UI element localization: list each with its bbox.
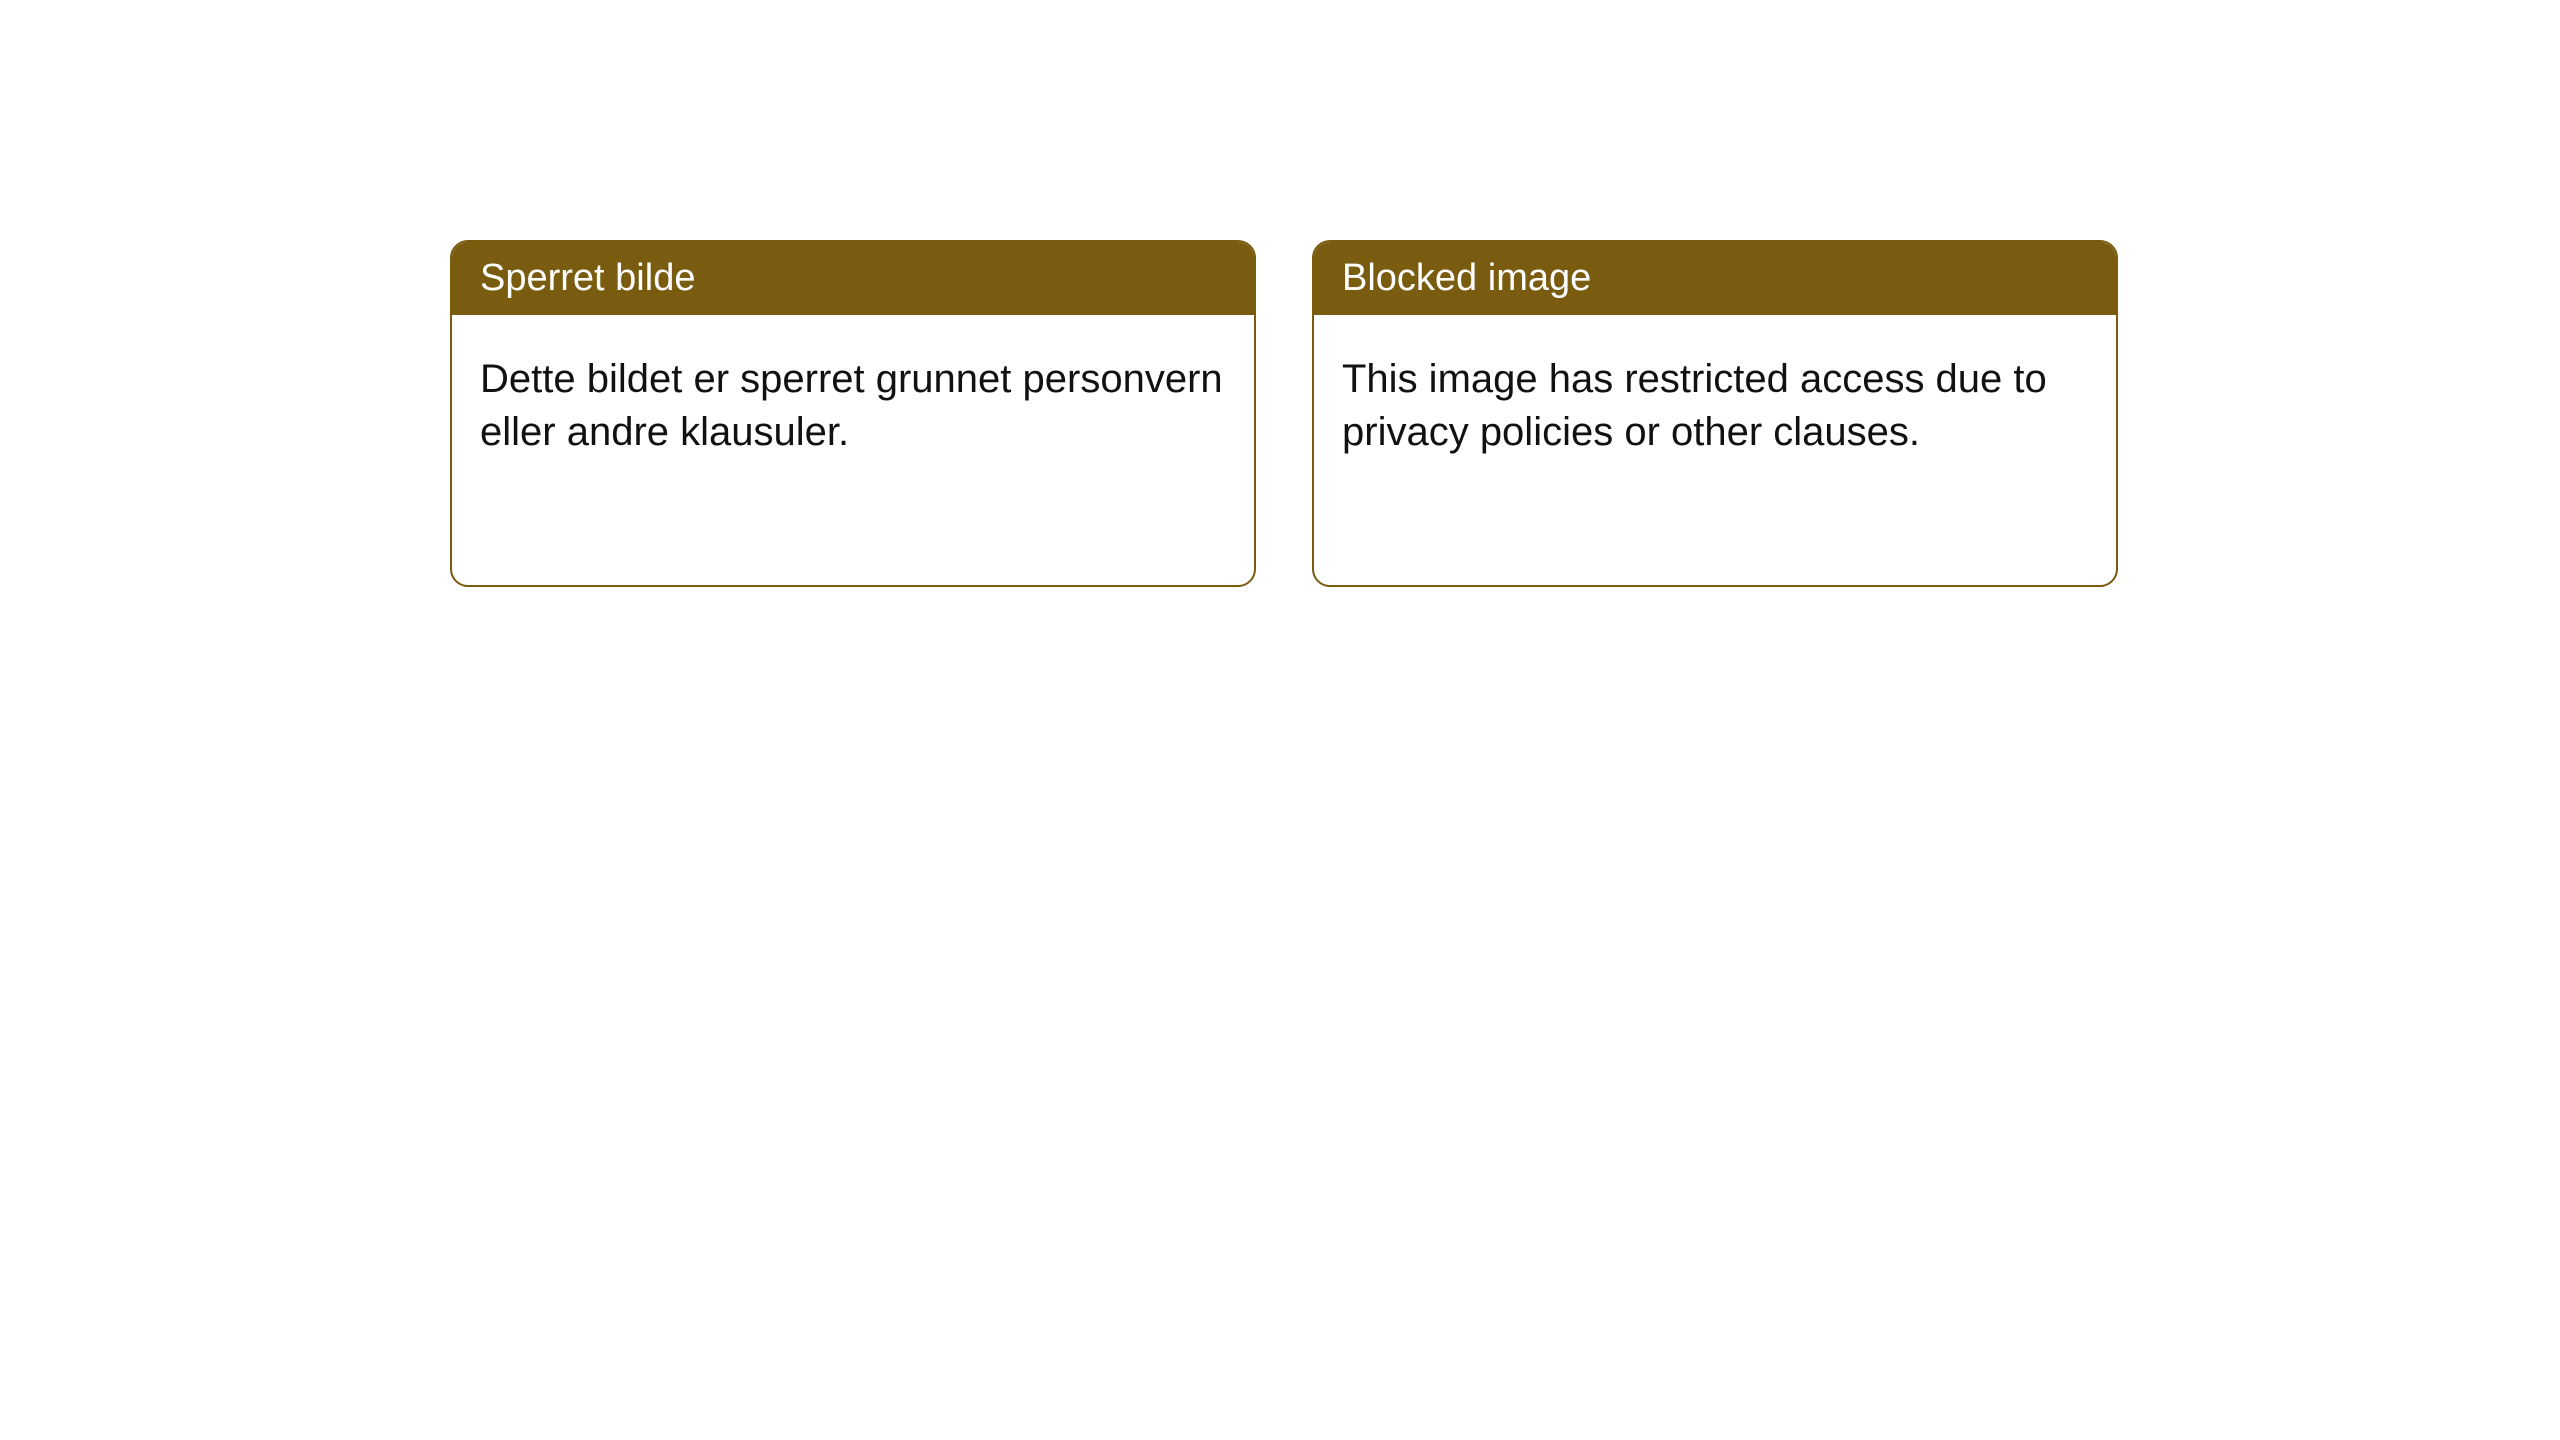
blocked-image-card-norwegian: Sperret bilde Dette bildet er sperret gr… <box>450 240 1256 587</box>
card-body-english: This image has restricted access due to … <box>1314 315 2116 585</box>
card-header-norwegian: Sperret bilde <box>452 242 1254 315</box>
card-body-norwegian: Dette bildet er sperret grunnet personve… <box>452 315 1254 585</box>
card-header-english: Blocked image <box>1314 242 2116 315</box>
notice-cards-container: Sperret bilde Dette bildet er sperret gr… <box>450 240 2118 587</box>
blocked-image-card-english: Blocked image This image has restricted … <box>1312 240 2118 587</box>
